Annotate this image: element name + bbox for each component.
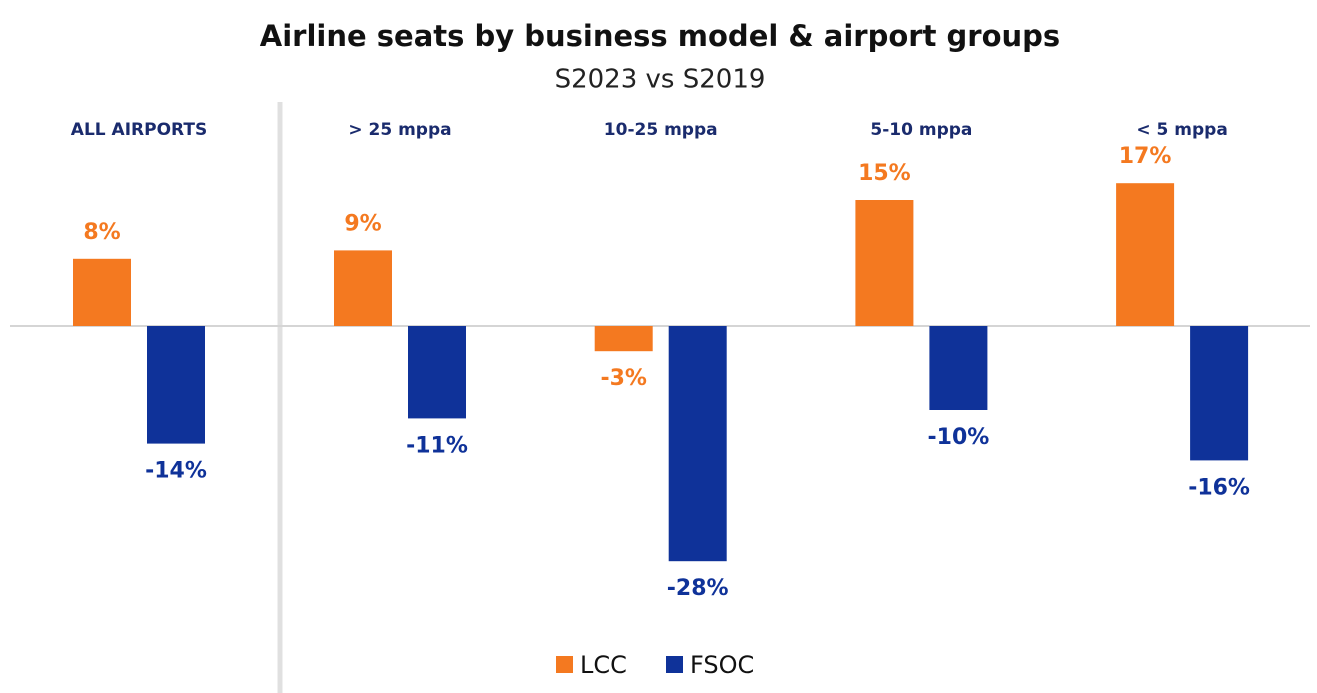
data-label: -10% bbox=[928, 425, 990, 450]
chart-subtitle: S2023 vs S2019 bbox=[555, 65, 766, 95]
data-label: -11% bbox=[406, 433, 468, 458]
bar bbox=[594, 326, 653, 352]
category-label: > 25 mppa bbox=[348, 120, 451, 140]
bar bbox=[147, 326, 205, 444]
bar bbox=[73, 258, 131, 326]
legend-swatch bbox=[556, 656, 573, 673]
bar bbox=[1116, 183, 1175, 326]
data-label: 9% bbox=[344, 211, 381, 236]
data-label: 15% bbox=[858, 161, 911, 186]
chart-title: Airline seats by business model & airpor… bbox=[260, 19, 1060, 53]
bar bbox=[1190, 326, 1249, 461]
data-label: 8% bbox=[83, 220, 120, 245]
category-label: 10-25 mppa bbox=[604, 120, 718, 140]
category-label: < 5 mppa bbox=[1136, 120, 1227, 140]
data-label: -14% bbox=[145, 459, 207, 484]
legend-swatch bbox=[666, 656, 683, 673]
bar bbox=[855, 200, 914, 326]
bar bbox=[668, 326, 727, 562]
legend-label: FSOC bbox=[690, 651, 754, 679]
legend-label: LCC bbox=[580, 651, 627, 679]
bar bbox=[929, 326, 988, 410]
category-label: ALL AIRPORTS bbox=[71, 120, 207, 140]
data-label: -28% bbox=[667, 576, 729, 601]
bar bbox=[334, 250, 392, 326]
data-label: -3% bbox=[600, 366, 646, 391]
data-label: -16% bbox=[1188, 475, 1250, 500]
data-label: 17% bbox=[1119, 144, 1172, 169]
category-label: 5-10 mppa bbox=[870, 120, 972, 140]
bar bbox=[408, 326, 466, 419]
